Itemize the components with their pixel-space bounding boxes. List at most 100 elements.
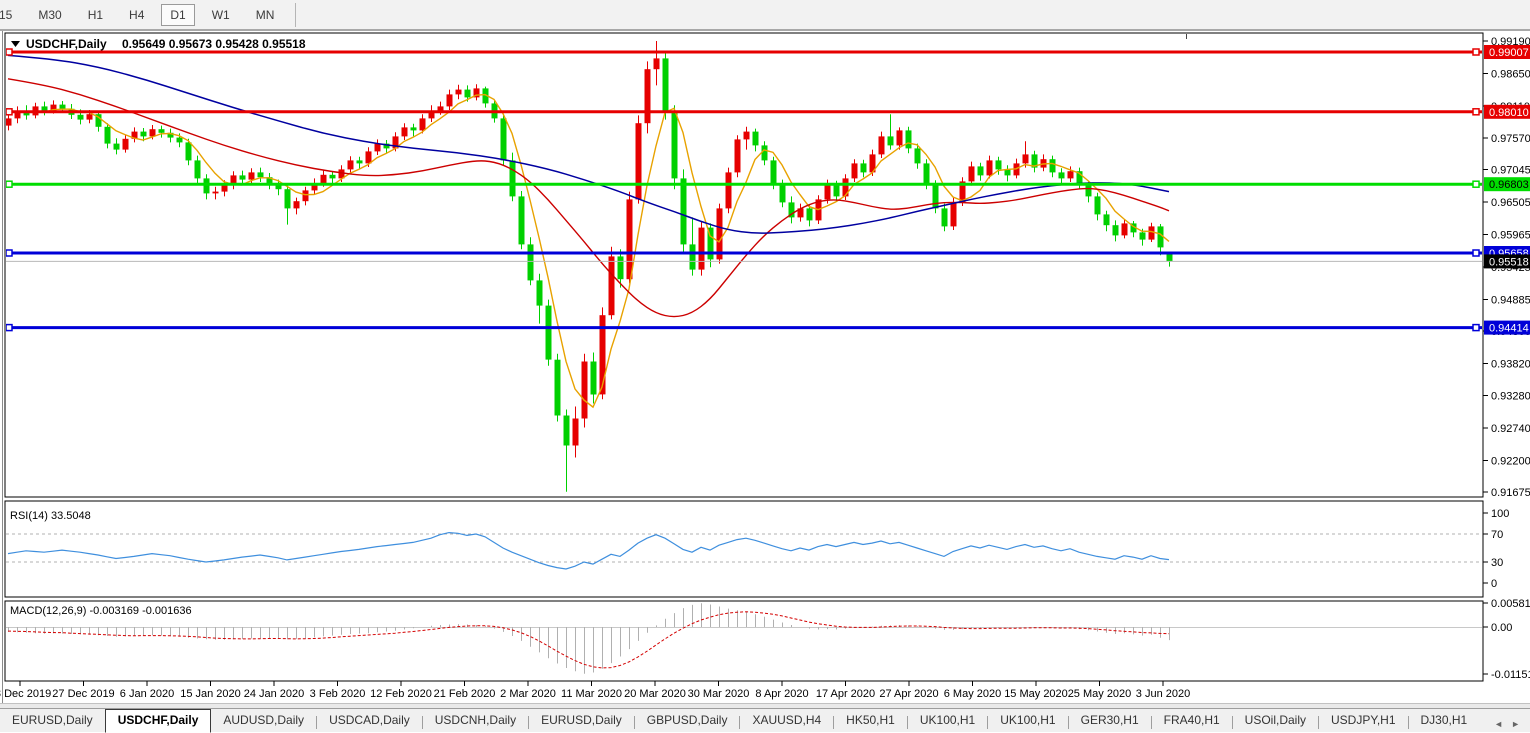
- price-tick-label: 0.92740: [1491, 423, 1530, 435]
- candle: [797, 203, 804, 222]
- candle: [680, 169, 687, 252]
- tab-separator: [833, 716, 835, 729]
- candle: [545, 299, 552, 366]
- rsi-panel-frame: [4, 500, 1484, 598]
- candle: [1076, 167, 1083, 190]
- hline-handle[interactable]: [1472, 108, 1480, 116]
- timeframe-button-h4[interactable]: H4: [129, 7, 145, 22]
- date-tick-label: 20 Mar 2020: [624, 688, 686, 700]
- candle: [1040, 154, 1047, 172]
- price-line-label-box: [1484, 177, 1530, 192]
- tab-hk50-h1[interactable]: HK50,H1: [846, 713, 895, 727]
- tab-audusd-daily[interactable]: AUDUSD,Daily: [223, 713, 305, 727]
- candle: [734, 135, 741, 178]
- candle: [1148, 222, 1155, 242]
- timeframe-button-15[interactable]: 15: [0, 7, 13, 22]
- timeframe-button-h1[interactable]: H1: [87, 7, 104, 22]
- tab-usdchf-daily[interactable]: USDCHF,Daily: [104, 709, 212, 733]
- hline-handle[interactable]: [6, 249, 13, 257]
- hline-handle[interactable]: [6, 48, 13, 56]
- date-tick-label: 3 Jun 2020: [1136, 688, 1190, 700]
- tab-usdcnh-daily[interactable]: USDCNH,Daily: [434, 713, 517, 727]
- tab-dj30-h1[interactable]: DJ30,H1: [1420, 713, 1468, 727]
- tab-separator: [316, 716, 318, 729]
- price-line-label-box: [1484, 254, 1530, 269]
- tab-scroll-right-icon[interactable]: ►: [1511, 719, 1520, 729]
- tab-uk100-h1[interactable]: UK100,H1: [919, 713, 976, 727]
- tab-separator: [528, 716, 530, 729]
- candle: [1166, 252, 1173, 267]
- candle: [617, 249, 624, 288]
- tab-xauusd-h4[interactable]: XAUUSD,H4: [752, 713, 822, 727]
- candle: [905, 126, 912, 154]
- hline-handle[interactable]: [1472, 48, 1480, 56]
- symbol-dropdown-icon[interactable]: [11, 41, 20, 47]
- rsi-axis-label: 0: [1491, 578, 1497, 590]
- candle: [500, 115, 507, 166]
- date-tick-label: 3 Feb 2020: [310, 688, 366, 700]
- candle: [752, 128, 759, 152]
- candle: [374, 139, 381, 155]
- tab-scroll-left-icon[interactable]: ◄: [1494, 719, 1504, 729]
- candle: [401, 123, 408, 140]
- candle: [284, 185, 291, 225]
- tab-ger30-h1[interactable]: GER30,H1: [1080, 713, 1139, 727]
- hline-handle[interactable]: [6, 108, 13, 116]
- horizontal-scrollbar[interactable]: [0, 703, 1530, 708]
- candle: [1130, 221, 1137, 238]
- candle: [482, 86, 489, 108]
- candle: [1058, 168, 1065, 184]
- price-tick-label: 0.93280: [1491, 391, 1530, 403]
- hline-handle[interactable]: [6, 323, 13, 332]
- price-tick-label: 0.95965: [1491, 230, 1530, 242]
- tab-eurusd-daily[interactable]: EURUSD,Daily: [12, 713, 93, 727]
- tab-separator: [906, 716, 908, 729]
- date-tick-label: 6 Jan 2020: [120, 688, 174, 700]
- tab-fra40-h1[interactable]: FRA40,H1: [1163, 713, 1220, 727]
- candle: [806, 205, 813, 227]
- hline-handle[interactable]: [6, 180, 13, 188]
- tab-separator: [421, 716, 423, 729]
- timeframe-button-mn[interactable]: MN: [255, 7, 275, 22]
- candle: [554, 353, 561, 422]
- candle: [995, 156, 1002, 175]
- macd-axis-label: 0.005818: [1491, 598, 1530, 610]
- main-price-panel[interactable]: [6, 41, 1484, 492]
- chart-title-symbol: USDCHF,Daily: [26, 37, 107, 51]
- tab-usdjpy-h1[interactable]: USDJPY,H1: [1331, 713, 1396, 727]
- tab-eurusd-daily[interactable]: EURUSD,Daily: [541, 713, 622, 727]
- candle: [572, 406, 579, 458]
- candle: [896, 127, 903, 150]
- candle: [851, 159, 858, 182]
- hline-handle[interactable]: [1472, 180, 1480, 188]
- hline-handle[interactable]: [1472, 249, 1480, 257]
- tab-usdcad-daily[interactable]: USDCAD,Daily: [329, 713, 410, 727]
- date-tick-label: 18 Dec 2019: [0, 688, 51, 700]
- timeframe-toolbar: 15 M30 H1 H4 D1 W1 MN: [0, 0, 1530, 30]
- candle: [986, 155, 993, 179]
- candle: [1157, 224, 1164, 256]
- date-tick-label: 11 Mar 2020: [561, 688, 622, 700]
- timeframe-button-d1[interactable]: D1: [161, 3, 195, 26]
- price-line-label: 0.95518: [1489, 256, 1529, 268]
- candle: [293, 197, 300, 215]
- timeframe-button-m30[interactable]: M30: [38, 7, 62, 22]
- macd-panel[interactable]: [6, 603, 1483, 674]
- candle: [626, 191, 633, 284]
- candle: [635, 115, 642, 204]
- chart-tabs: EURUSD,Daily USDCHF,Daily AUDUSD,Daily USDC…: [0, 708, 1530, 733]
- candle: [275, 179, 282, 196]
- timeframe-button-w1[interactable]: W1: [211, 7, 230, 22]
- price-line-label-box: [1484, 104, 1530, 119]
- hline-handle[interactable]: [1472, 323, 1480, 332]
- tab-gbpusd-daily[interactable]: GBPUSD,Daily: [646, 713, 728, 727]
- candle: [1103, 210, 1110, 232]
- tab-usoil-daily[interactable]: USOil,Daily: [1244, 713, 1307, 727]
- candle: [212, 186, 219, 200]
- tab-separator: [739, 716, 741, 729]
- candle: [878, 131, 885, 158]
- rsi-panel[interactable]: [6, 531, 1483, 570]
- candle: [419, 114, 426, 134]
- tab-uk100-h1[interactable]: UK100,H1: [1000, 713, 1056, 727]
